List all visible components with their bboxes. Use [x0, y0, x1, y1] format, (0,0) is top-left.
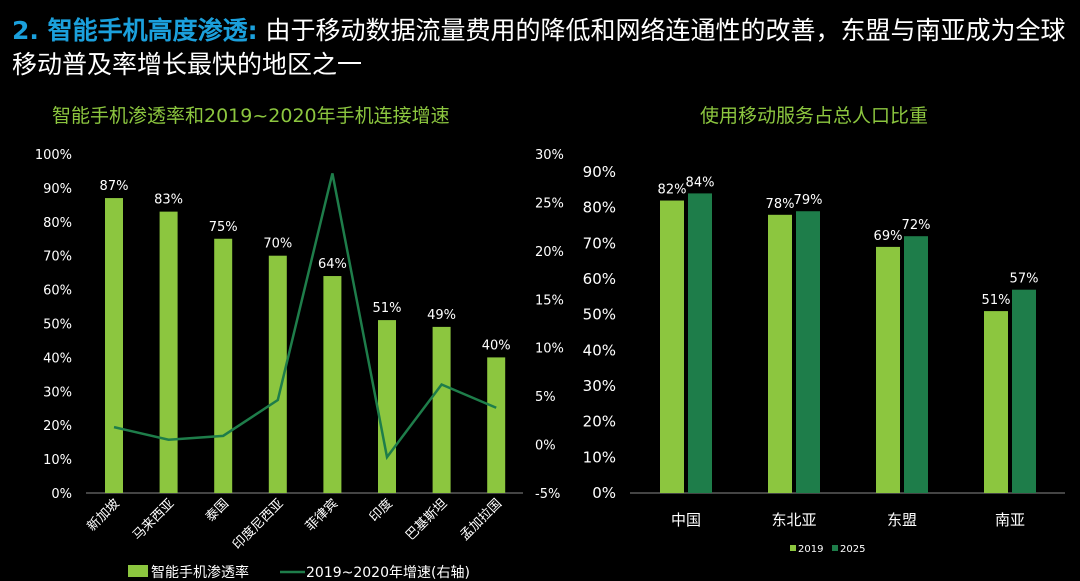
- data-label: 69%: [874, 229, 903, 244]
- bar: [323, 276, 342, 493]
- legend-label-2025: 2025: [840, 544, 865, 555]
- right-y-tick: 20%: [535, 245, 564, 260]
- right-y-tick: 25%: [535, 196, 564, 211]
- left-y-tick: 100%: [35, 148, 72, 163]
- data-label: 84%: [686, 175, 715, 190]
- data-label: 75%: [209, 220, 238, 235]
- right-chart-title: 使用移动服务占总人口比重: [700, 105, 929, 127]
- bar: [214, 238, 233, 493]
- y-tick: 80%: [583, 199, 616, 217]
- x-tick-label: 东北亚: [771, 511, 816, 529]
- x-tick-label: 东盟: [887, 511, 917, 529]
- x-tick-label: 泰国: [203, 496, 232, 525]
- bar: [487, 357, 506, 493]
- y-tick: 60%: [583, 270, 616, 288]
- y-tick: 10%: [583, 448, 616, 466]
- left-chart-title: 智能手机渗透率和2019~2020年手机连接增速: [52, 105, 450, 127]
- y-tick: 20%: [583, 413, 616, 431]
- data-label: 78%: [766, 197, 795, 212]
- x-tick-label: 印度尼西亚: [229, 496, 286, 553]
- x-tick-label: 巴基斯坦: [403, 496, 450, 543]
- bar: [660, 200, 684, 494]
- y-tick: 0%: [592, 484, 616, 502]
- bar: [1012, 289, 1036, 493]
- growth-line: [113, 173, 497, 461]
- x-tick-label: 印度: [366, 496, 396, 526]
- y-tick: 50%: [583, 306, 616, 324]
- data-label: 57%: [1010, 272, 1039, 287]
- legend-swatch-2019: [790, 545, 796, 551]
- x-tick-label: 中国: [671, 511, 701, 529]
- x-tick-label: 马来西亚: [130, 496, 177, 543]
- left-y-tick: 0%: [51, 487, 72, 502]
- data-label: 40%: [482, 338, 511, 353]
- bar: [378, 320, 396, 493]
- data-label: 70%: [263, 237, 292, 252]
- bar: [904, 236, 928, 493]
- x-tick-label: 菲律宾: [302, 496, 341, 535]
- bar: [105, 198, 123, 493]
- x-tick-label: 南亚: [995, 511, 1025, 529]
- y-tick: 90%: [583, 163, 616, 181]
- data-label: 82%: [658, 183, 687, 198]
- bar: [984, 311, 1008, 493]
- left-y-tick: 50%: [43, 318, 72, 333]
- data-label: 87%: [100, 179, 129, 194]
- data-label: 72%: [902, 218, 931, 233]
- left-y-tick: 60%: [43, 284, 72, 299]
- bar: [876, 246, 900, 493]
- legend-label-2019: 2019: [798, 544, 823, 555]
- legend-label-line: 2019~2020年增速(右轴): [306, 565, 470, 581]
- bar: [768, 214, 792, 494]
- x-tick-label: 孟加拉国: [458, 496, 505, 543]
- left-y-tick: 90%: [43, 182, 72, 197]
- title-text: 由于移动数据流量费用的降低和网络连通性的改善，东盟与南亚成为全球移动普及率增长最…: [12, 16, 1066, 79]
- data-label: 51%: [982, 293, 1011, 308]
- page-title: 2. 智能手机高度渗透: 由于移动数据流量费用的降低和网络连通性的改善，东盟与南…: [12, 14, 1072, 82]
- data-label: 79%: [794, 193, 823, 208]
- left-y-tick: 30%: [43, 385, 72, 400]
- bar: [688, 193, 712, 493]
- left-y-tick: 70%: [43, 250, 72, 265]
- right-y-tick: 15%: [535, 293, 564, 308]
- x-tick-label: 新加坡: [84, 496, 123, 535]
- legend-swatch-bar: [128, 565, 148, 577]
- legend-label-bar: 智能手机渗透率: [151, 564, 249, 581]
- bar: [796, 211, 820, 493]
- left-y-tick: 40%: [43, 351, 72, 366]
- title-highlight: 2. 智能手机高度渗透:: [12, 16, 258, 45]
- right-y-tick: -5%: [535, 487, 560, 502]
- legend-swatch-2025: [832, 545, 838, 551]
- right-y-tick: 0%: [535, 439, 556, 454]
- bar: [432, 326, 451, 493]
- left-y-tick: 10%: [43, 453, 72, 468]
- data-label: 51%: [373, 301, 402, 316]
- bar: [268, 255, 287, 493]
- data-label: 83%: [154, 193, 183, 208]
- data-label: 64%: [318, 257, 347, 272]
- y-tick: 70%: [583, 234, 616, 252]
- y-tick: 30%: [583, 377, 616, 395]
- left-y-tick: 80%: [43, 216, 72, 231]
- right-y-tick: 5%: [535, 390, 556, 405]
- right-y-tick: 30%: [535, 148, 564, 163]
- left-y-tick: 20%: [43, 419, 72, 434]
- y-tick: 40%: [583, 341, 616, 359]
- right-y-tick: 10%: [535, 342, 564, 357]
- bar: [159, 211, 178, 493]
- data-label: 49%: [427, 308, 456, 323]
